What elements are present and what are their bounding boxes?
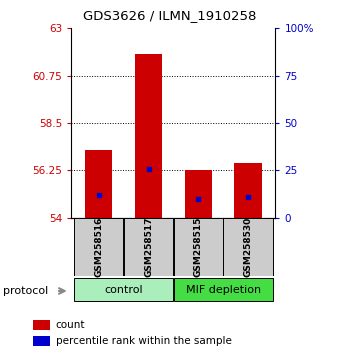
Bar [85, 150, 113, 218]
Bar [74, 218, 123, 276]
Bar [174, 279, 273, 301]
Text: count: count [56, 320, 85, 330]
Bar [74, 279, 173, 301]
Bar [174, 218, 223, 276]
Text: GSM258530: GSM258530 [243, 217, 253, 277]
Text: MIF depletion: MIF depletion [186, 285, 261, 295]
Text: control: control [104, 285, 143, 295]
Bar [234, 163, 262, 218]
Bar [33, 320, 50, 330]
Text: GSM258517: GSM258517 [144, 217, 153, 277]
Text: GDS3626 / ILMN_1910258: GDS3626 / ILMN_1910258 [83, 10, 257, 22]
Bar [185, 170, 212, 218]
Text: protocol: protocol [3, 286, 49, 296]
Bar [223, 218, 273, 276]
Text: GSM258516: GSM258516 [94, 217, 103, 277]
Bar [124, 218, 173, 276]
Bar [135, 53, 162, 218]
Text: percentile rank within the sample: percentile rank within the sample [56, 336, 232, 346]
Text: GSM258515: GSM258515 [194, 217, 203, 277]
Bar [33, 336, 50, 347]
